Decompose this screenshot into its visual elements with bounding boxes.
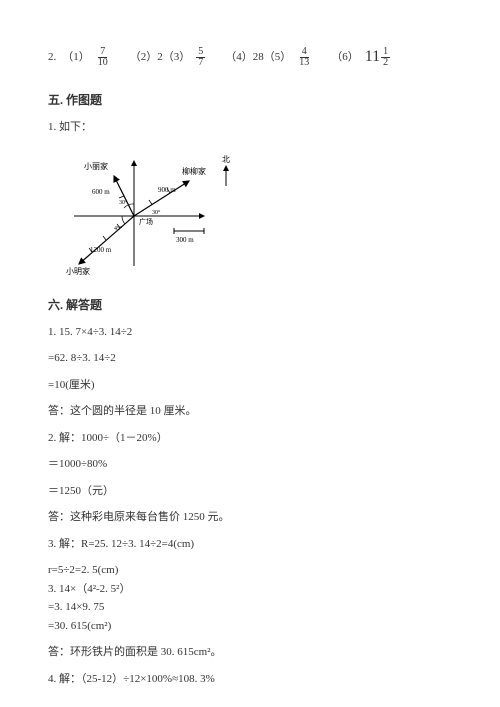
label-30b: 30° xyxy=(152,209,161,216)
q3-line5: =30. 615(cm²) xyxy=(48,618,452,635)
q2-line1: 2. 解：1000÷（1－20%） xyxy=(48,430,452,447)
label-30: 30° xyxy=(119,199,128,206)
mixed-fraction: 11 1 2 xyxy=(365,45,390,69)
q3-line2: r=5÷2=2. 5(cm) xyxy=(48,562,452,579)
fraction-2: 5 7 xyxy=(196,47,205,68)
label-north: 北 xyxy=(222,155,230,164)
label-xiaomingjia: 小明家 xyxy=(66,266,90,276)
q1-line1: 1. 15. 7×4÷3. 14÷2 xyxy=(48,324,452,341)
sub-label-2: （2）2（3） xyxy=(130,49,191,66)
sub-label-4: （6） xyxy=(331,49,359,66)
section-5-title: 五. 作图题 xyxy=(48,91,452,109)
q2-line2: ＝1000÷80% xyxy=(48,456,452,473)
answer-line-2: 2. （1） 7 10 （2）2（3） 5 7 （4）28（5） 4 13 （6… xyxy=(48,45,452,69)
label-xiaolijia: 小丽家 xyxy=(84,161,108,171)
q2-answer: 答：这种彩电原来每台售价 1250 元。 xyxy=(48,509,452,526)
fraction-1: 7 10 xyxy=(96,47,110,68)
q3-line3: 3. 14×（4²-2. 5²） xyxy=(48,581,452,598)
sub-label-3: （4）28（5） xyxy=(225,49,291,66)
section-5-item-1: 1. 如下： xyxy=(48,119,452,136)
label-45: 45° xyxy=(114,225,123,232)
q3-line4: =3. 14×9. 75 xyxy=(48,599,452,616)
q1-line3: =10(厘米) xyxy=(48,377,452,394)
label-liuliujia: 柳柳家 xyxy=(182,166,206,176)
label-600m: 600 m xyxy=(92,188,110,196)
label-1200m: 1200 m xyxy=(90,246,112,254)
q3-line1: 3. 解：R=25. 12÷3. 14÷2=4(cm) xyxy=(48,536,452,553)
sub-label-1: （1） xyxy=(62,49,90,66)
diagram-svg: 小丽家 柳柳家 广场 小明家 北 600 m 900 m 1200 m 300 … xyxy=(54,146,244,276)
label-900m: 900 m xyxy=(158,186,176,194)
q1-answer: 答：这个圆的半径是 10 厘米。 xyxy=(48,403,452,420)
answer-prefix: 2. xyxy=(48,49,56,66)
label-scale: 300 m xyxy=(176,236,194,244)
fraction-3: 4 13 xyxy=(297,47,311,68)
q3-answer: 答：环形铁片的面积是 30. 615cm²。 xyxy=(48,644,452,661)
q1-line2: =62. 8÷3. 14÷2 xyxy=(48,350,452,367)
q2-line3: ＝1250（元） xyxy=(48,483,452,500)
label-plaza: 广场 xyxy=(139,217,153,226)
section-6-title: 六. 解答题 xyxy=(48,296,452,314)
compass-diagram: 小丽家 柳柳家 广场 小明家 北 600 m 900 m 1200 m 300 … xyxy=(54,146,452,276)
q4-line1: 4. 解：（25-12）÷12×100%≈108. 3% xyxy=(48,671,452,688)
